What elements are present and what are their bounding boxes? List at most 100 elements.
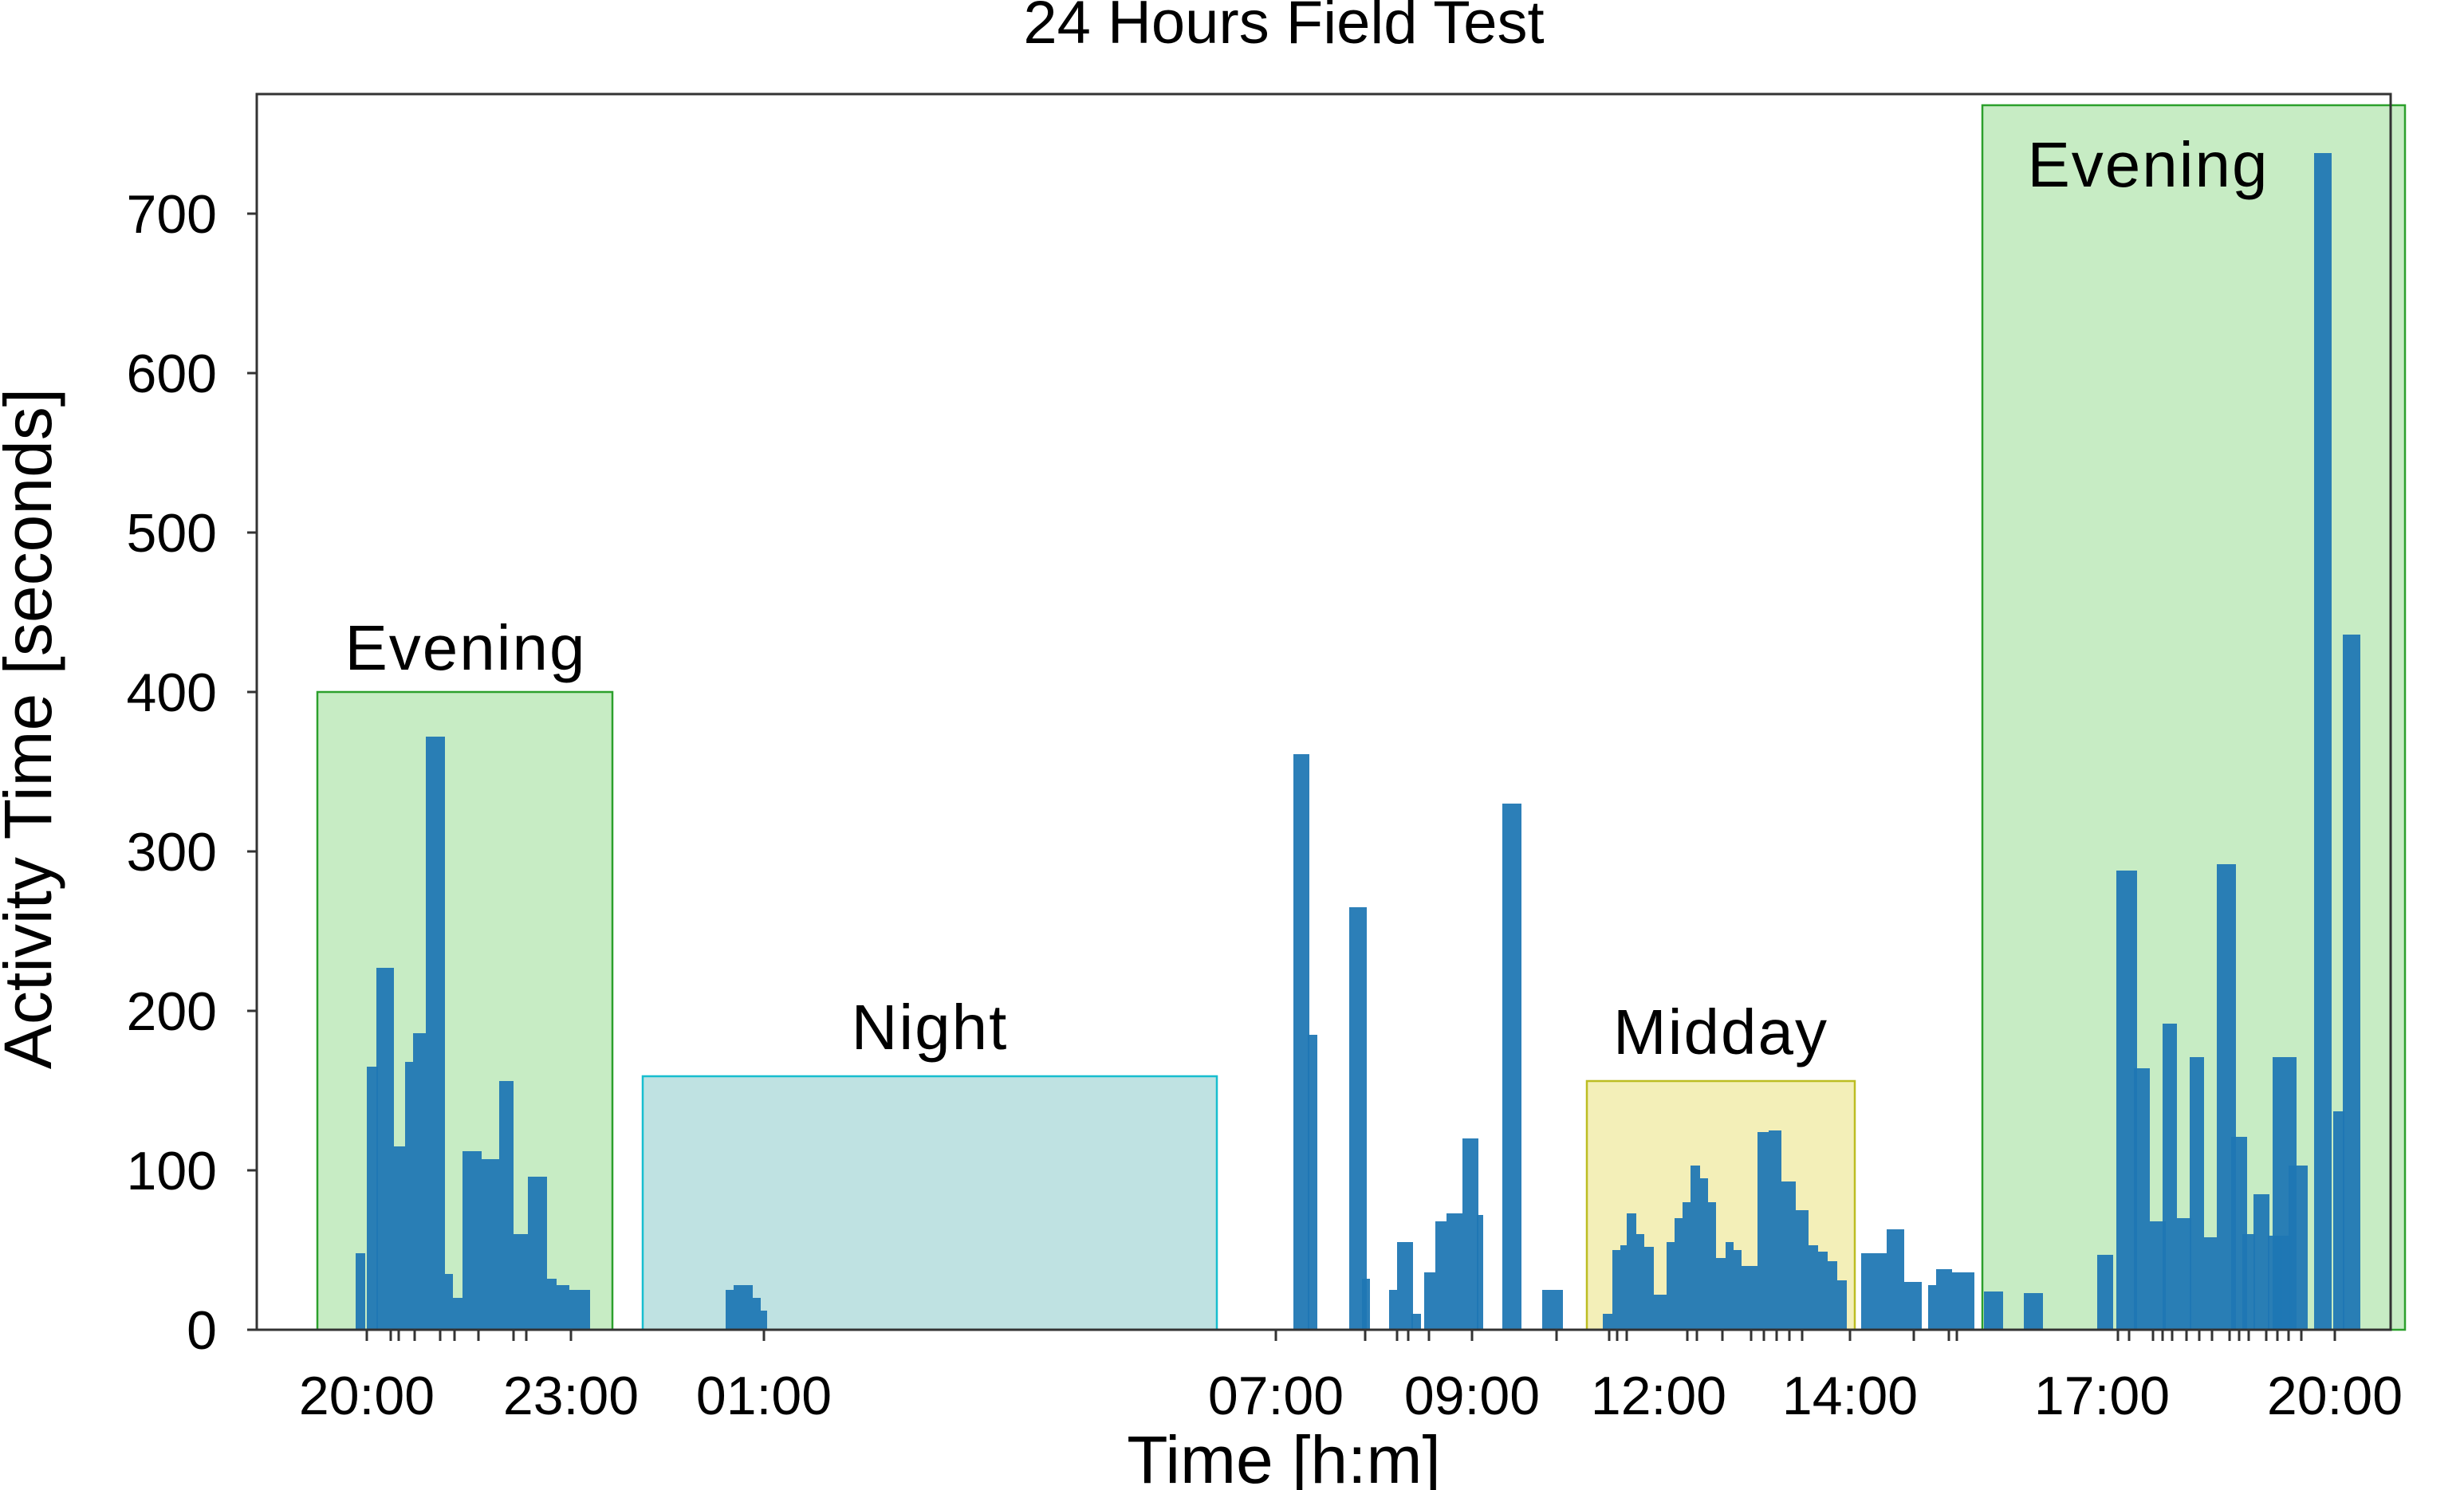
bar (1603, 1314, 1612, 1330)
y-tick-label: 300 (127, 822, 217, 883)
bar (1447, 1213, 1458, 1330)
y-tick-label: 500 (127, 503, 217, 564)
bar (1837, 1280, 1847, 1330)
bar (1477, 1215, 1483, 1330)
bar (1462, 1138, 1478, 1330)
y-tick-label: 100 (127, 1141, 217, 1201)
y-axis: 0 100 200 300 400 500 600 700 (127, 184, 257, 1361)
bar (1742, 1266, 1757, 1330)
region-label-evening-1: Evening (344, 612, 586, 683)
x-tick-label: 12:00 (1591, 1366, 1726, 1426)
bar (2253, 1194, 2269, 1330)
x-tick-label: 20:00 (299, 1366, 435, 1426)
bar (1667, 1242, 1675, 1330)
bar (557, 1285, 569, 1330)
bar (1861, 1253, 1871, 1330)
bar (1708, 1202, 1716, 1330)
bar (1809, 1245, 1818, 1330)
bar (1928, 1285, 1936, 1330)
bar (742, 1285, 753, 1330)
bar (1734, 1250, 1742, 1330)
bar (1411, 1314, 1421, 1330)
bar (2097, 1255, 2113, 1330)
bar (753, 1298, 761, 1330)
bar (1308, 1035, 1317, 1330)
y-tick-label: 700 (127, 184, 217, 245)
bar (1620, 1245, 1627, 1330)
bar (1612, 1250, 1620, 1330)
x-tick-label: 14:00 (1782, 1366, 1918, 1426)
bar (1726, 1242, 1734, 1330)
bar (367, 1067, 378, 1330)
bar (445, 1274, 453, 1330)
activity-bars (356, 153, 2360, 1330)
bar (528, 1177, 547, 1330)
bar (1397, 1242, 1413, 1330)
bar (1904, 1282, 1922, 1330)
region-labels: Evening Night Midday Evening (344, 129, 2269, 1067)
bar (1952, 1272, 1974, 1330)
bar (2242, 1234, 2255, 1330)
bar (1716, 1258, 1726, 1330)
bar (1435, 1221, 1447, 1330)
x-tick-label: 07:00 (1208, 1366, 1344, 1426)
bar (1542, 1290, 1563, 1330)
bar (1502, 804, 1521, 1330)
bar (1700, 1178, 1708, 1330)
x-tick-label: 20:00 (2267, 1366, 2403, 1426)
bar (1627, 1213, 1636, 1330)
bar (2177, 1218, 2191, 1330)
bar (1293, 754, 1309, 1330)
y-tick-label: 0 (187, 1300, 217, 1361)
bar (2024, 1293, 2043, 1330)
y-tick-label: 600 (127, 344, 217, 404)
bar (2116, 871, 2137, 1330)
bar (2163, 1024, 2177, 1330)
bar (453, 1298, 462, 1330)
x-tick-label: 23:00 (503, 1366, 639, 1426)
region-label-night-2: Night (852, 992, 1009, 1063)
x-tick-label: 01:00 (696, 1366, 832, 1426)
bar (1683, 1202, 1691, 1330)
bar (1796, 1210, 1809, 1330)
bar (1984, 1291, 2003, 1330)
bar (2134, 1068, 2150, 1330)
bar (2333, 1111, 2344, 1330)
region-label-midday-3: Midday (1613, 997, 1828, 1067)
bar (413, 1033, 426, 1330)
bar (356, 1253, 365, 1330)
bar (547, 1279, 557, 1330)
region-label-evening-4: Evening (2027, 129, 2269, 200)
bar (2289, 1166, 2308, 1330)
bar (499, 1081, 514, 1330)
bar (1644, 1247, 1654, 1330)
bar (1654, 1295, 1667, 1330)
bar (2204, 1237, 2217, 1330)
bar (2190, 1057, 2204, 1330)
bar (1389, 1290, 1397, 1330)
bar (1887, 1229, 1904, 1330)
bar (426, 737, 445, 1330)
bar (514, 1234, 528, 1330)
bar (376, 968, 394, 1330)
bar (726, 1290, 734, 1330)
bar (1349, 907, 1367, 1330)
bar (1818, 1252, 1828, 1330)
bar (1828, 1261, 1837, 1330)
bar (1458, 1213, 1462, 1330)
x-tick-label: 17:00 (2034, 1366, 2170, 1426)
bar (761, 1311, 767, 1330)
x-tick-label: 09:00 (1404, 1366, 1540, 1426)
bar (734, 1285, 742, 1330)
bar (482, 1159, 490, 1330)
bar (1636, 1234, 1644, 1330)
bar (1936, 1269, 1952, 1330)
bar (2343, 635, 2360, 1330)
bar (1769, 1130, 1781, 1330)
bar (1424, 1272, 1435, 1330)
bar (569, 1290, 579, 1330)
bar (490, 1159, 499, 1330)
bar (1781, 1181, 1796, 1330)
bar (1362, 1279, 1370, 1330)
